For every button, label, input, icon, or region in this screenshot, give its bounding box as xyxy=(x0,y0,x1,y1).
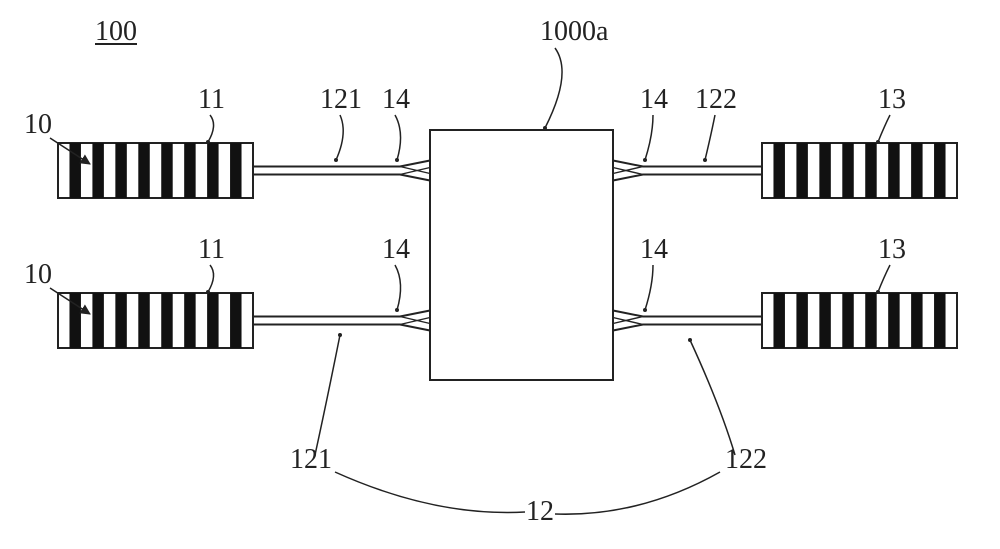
leader-curve xyxy=(878,115,890,142)
grating-stripe xyxy=(207,143,218,198)
leader-curve xyxy=(208,265,214,292)
leader-curve xyxy=(395,265,401,310)
leader-curve xyxy=(878,265,890,292)
ref-label: 13 xyxy=(878,84,906,115)
leader-curve xyxy=(645,265,653,310)
ref-label: 14 xyxy=(382,234,410,265)
leader-tip xyxy=(688,338,692,342)
central-block xyxy=(430,130,613,380)
leader-curve xyxy=(335,472,525,513)
grating-stripe xyxy=(842,143,853,198)
ref-label: 14 xyxy=(382,84,410,115)
grating-left xyxy=(58,143,253,198)
ref-label: 122 xyxy=(695,84,737,115)
grating-stripe xyxy=(115,293,126,348)
grating-stripe xyxy=(161,143,172,198)
grating-right xyxy=(762,293,957,348)
ref-label: 14 xyxy=(640,234,668,265)
waveguide-left xyxy=(253,311,430,331)
leader-curve xyxy=(336,115,343,160)
grating-stripe xyxy=(184,293,195,348)
leader-tip xyxy=(876,290,880,294)
leader-tip xyxy=(876,140,880,144)
waveguide-right xyxy=(613,161,762,181)
grating-stripe xyxy=(796,293,807,348)
grating-stripe xyxy=(888,293,899,348)
grating-stripe xyxy=(207,293,218,348)
grating-stripe xyxy=(911,143,922,198)
leader-tip xyxy=(395,158,399,162)
shapes-layer xyxy=(58,130,957,380)
leader-tip xyxy=(206,140,210,144)
leader-tip xyxy=(206,290,210,294)
leader-curve xyxy=(315,335,340,455)
grating-stripe xyxy=(888,143,899,198)
grating-stripe xyxy=(92,143,103,198)
leader-curve xyxy=(555,472,720,514)
grating-stripe xyxy=(934,143,945,198)
grating-stripe xyxy=(911,293,922,348)
ref-label: 121 xyxy=(320,84,362,115)
grating-stripe xyxy=(865,293,876,348)
grating-stripe xyxy=(773,143,784,198)
grating-stripe xyxy=(230,143,241,198)
grating-stripe xyxy=(92,293,103,348)
leader-curve xyxy=(645,115,653,160)
waveguide-left xyxy=(253,161,430,181)
grating-stripe xyxy=(865,143,876,198)
grating-stripe xyxy=(842,293,853,348)
ref-label: 10 xyxy=(24,259,52,290)
leader-tip xyxy=(338,333,342,337)
grating-left xyxy=(58,293,253,348)
leader-tip xyxy=(543,126,547,130)
grating-right xyxy=(762,143,957,198)
leader-curve xyxy=(705,115,715,160)
ref-label: 11 xyxy=(198,234,225,265)
ref-label: 10 xyxy=(24,109,52,140)
grating-stripe xyxy=(796,143,807,198)
grating-stripe xyxy=(819,293,830,348)
grating-stripe xyxy=(934,293,945,348)
grating-stripe xyxy=(184,143,195,198)
ref-label: 14 xyxy=(640,84,668,115)
waveguide-right xyxy=(613,311,762,331)
leader-tip xyxy=(334,158,338,162)
grating-stripe xyxy=(819,143,830,198)
leader-tip xyxy=(643,158,647,162)
grating-stripe xyxy=(138,293,149,348)
ref-label: 13 xyxy=(878,234,906,265)
ref-label: 122 xyxy=(725,444,767,475)
leader-curve xyxy=(208,115,214,142)
figure-ref-label: 100 xyxy=(95,16,137,47)
leader-tip xyxy=(395,308,399,312)
grating-stripe xyxy=(138,143,149,198)
leader-curve xyxy=(690,340,735,455)
grating-stripe xyxy=(161,293,172,348)
diagram-canvas: 100 1000a 10 10 11 11 121 14 14 14 14 122 13 13 121 122… xyxy=(0,0,1000,549)
ref-label: 121 xyxy=(290,444,332,475)
leader-tip xyxy=(703,158,707,162)
grating-stripe xyxy=(773,293,784,348)
grating-stripe xyxy=(115,143,126,198)
ref-label: 1000a xyxy=(540,16,609,47)
grating-stripe xyxy=(230,293,241,348)
leader-curve xyxy=(395,115,401,160)
ref-label: 12 xyxy=(526,496,554,527)
leader-curve xyxy=(545,48,562,128)
leader-tip xyxy=(643,308,647,312)
ref-label: 11 xyxy=(198,84,225,115)
